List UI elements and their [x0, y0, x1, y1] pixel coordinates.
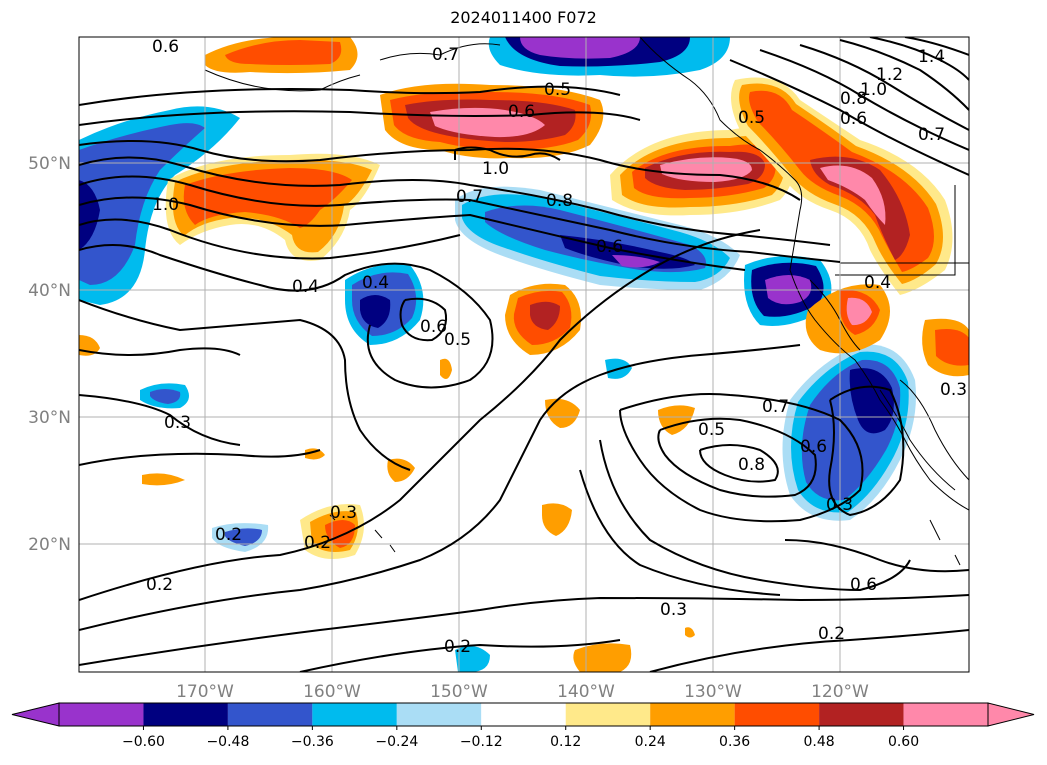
colorbar-tick-label: 0.12: [550, 734, 581, 750]
colorbar-frame: [58, 702, 989, 727]
contour-label: 0.3: [826, 495, 853, 515]
latitude-labels: 50°N 40°N 30°N 20°N: [28, 154, 71, 555]
contour-label: 0.2: [818, 624, 845, 644]
lat-label: 30°N: [28, 408, 71, 428]
lon-label: 160°W: [303, 682, 361, 702]
contour-label: 0.4: [292, 277, 319, 297]
contour-label: 0.7: [762, 397, 789, 417]
lat-label: 20°N: [28, 535, 71, 555]
colorbar-tick-label: 0.48: [804, 734, 835, 750]
lon-label: 170°W: [176, 682, 234, 702]
colorbar-tick-label: 0.36: [719, 734, 750, 750]
colorbar-tick-label: −0.60: [122, 734, 165, 750]
colorbar-bin: [819, 703, 904, 726]
colorbar-bin: [143, 703, 228, 726]
colorbar-bin: [227, 703, 313, 726]
colorbar-bin: [650, 703, 735, 726]
lat-label: 40°N: [28, 281, 71, 301]
lon-label: 120°W: [811, 682, 869, 702]
colorbar-extend-high: [987, 702, 1035, 727]
contour-label: 0.4: [362, 273, 389, 293]
contour-label: 1.2: [876, 65, 903, 85]
contour-label: 0.6: [152, 37, 179, 57]
shading-layer: [79, 37, 969, 672]
contour-label: 0.6: [420, 317, 447, 337]
contour-layer: [79, 37, 969, 672]
contour-label: 0.7: [456, 187, 483, 207]
contour-label: 0.5: [738, 108, 765, 128]
longitude-labels: 170°W 160°W 150°W 140°W 130°W 120°W: [176, 682, 869, 702]
contour-label: 0.8: [738, 455, 765, 475]
lon-label: 150°W: [430, 682, 488, 702]
colorbar-tick-label: −0.48: [206, 734, 249, 750]
contour-label: 0.8: [546, 191, 573, 211]
map-title: 2024011400 F072: [450, 8, 597, 27]
colorbar-bin: [59, 703, 144, 726]
colorbar: −0.60 −0.48 −0.36 −0.24 −0.12 0.12 0.24 0.36 0.4…: [11, 702, 1035, 750]
contour-label: 0.3: [164, 413, 191, 433]
colorbar-extend-low: [11, 702, 60, 727]
colorbar-bin: [903, 703, 988, 726]
contour-label: 0.5: [544, 80, 571, 100]
contour-label: 0.6: [596, 237, 623, 257]
contour-label: 0.3: [940, 380, 967, 400]
contour-label: 0.6: [840, 109, 867, 129]
contour-label-layer: 0.6 0.7 0.5 0.6 1.2 1.0 0.8 0.6 0.7 0.5 …: [146, 37, 967, 657]
colorbar-tick-label: −0.12: [460, 734, 503, 750]
contour-label: 0.3: [660, 600, 687, 620]
contour-label: 0.7: [432, 45, 459, 65]
contour-label: 0.2: [444, 637, 471, 657]
colorbar-bin: [565, 703, 651, 726]
contour-label: 0.8: [840, 89, 867, 109]
colorbar-tick-label: 0.60: [888, 734, 919, 750]
colorbar-bin: [481, 703, 566, 726]
contour-label: 1.0: [152, 195, 179, 215]
lon-label: 140°W: [557, 682, 615, 702]
contour-label: 0.5: [444, 330, 471, 350]
lat-label: 50°N: [28, 154, 71, 174]
colorbar-bin: [396, 703, 482, 726]
map-plot-area: 0.6 0.7 0.5 0.6 1.2 1.0 0.8 0.6 0.7 0.5 …: [79, 37, 969, 672]
contour-label: 1.0: [860, 80, 887, 100]
contour-label: 1.4: [918, 47, 945, 67]
colorbar-bin: [312, 703, 397, 726]
colorbar-tick-label: 0.24: [635, 734, 666, 750]
contour-label: 0.2: [215, 525, 242, 545]
colorbar-tick-label: −0.36: [291, 734, 334, 750]
colorbar-tick-label: −0.24: [375, 734, 418, 750]
contour-label: 0.6: [508, 102, 535, 122]
contour-label: 0.2: [146, 575, 173, 595]
contour-label: 0.5: [698, 420, 725, 440]
contour-label: 0.6: [800, 437, 827, 457]
contour-label: 0.4: [864, 273, 891, 293]
contour-label: 1.0: [482, 159, 509, 179]
colorbar-bin: [734, 703, 820, 726]
contour-label: 0.6: [850, 575, 877, 595]
contour-label: 0.7: [918, 125, 945, 145]
contour-label: 0.3: [330, 503, 357, 523]
contour-label: 0.2: [304, 533, 331, 553]
lon-label: 130°W: [684, 682, 742, 702]
map-frame: [78, 36, 970, 673]
